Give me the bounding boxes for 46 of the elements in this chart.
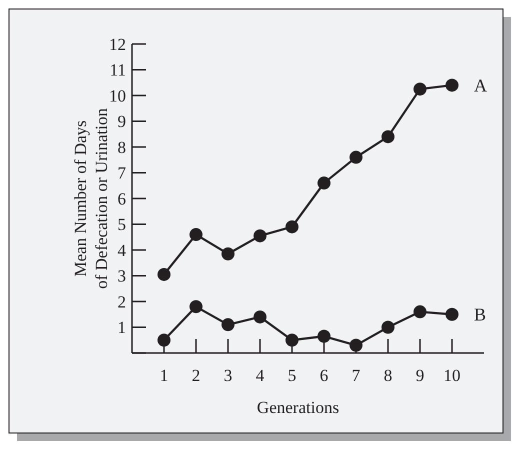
point — [414, 82, 426, 96]
y-tick-label: 10 — [109, 86, 126, 106]
x-tick-label: 4 — [256, 366, 265, 385]
point — [414, 305, 426, 318]
x-tick-label: 1 — [160, 366, 168, 385]
point — [222, 247, 234, 260]
x-tick-label: 9 — [416, 366, 424, 385]
x-tick-label: 8 — [384, 366, 392, 385]
x-tick-label: 5 — [288, 366, 296, 385]
y-tick-label: 9 — [118, 112, 126, 132]
y-tick-label: 6 — [118, 189, 126, 208]
y-tick-label: 11 — [110, 60, 126, 80]
x-tick-label: 7 — [352, 366, 361, 385]
point — [382, 130, 394, 144]
x-axis-title: Generations — [256, 398, 340, 417]
y-tick-label: 5 — [118, 215, 126, 234]
y-tick-label: 4 — [118, 240, 126, 260]
point — [158, 268, 170, 281]
point — [446, 308, 458, 321]
point — [446, 78, 458, 92]
x-tick-label: 2 — [192, 366, 200, 385]
series-label: B — [474, 304, 486, 325]
point — [350, 150, 362, 164]
point — [318, 330, 330, 343]
point — [222, 318, 234, 332]
series-label: A — [474, 76, 487, 96]
point — [286, 220, 298, 234]
x-tick-label: 3 — [224, 366, 232, 385]
point — [254, 229, 266, 242]
point — [286, 334, 298, 347]
point — [190, 228, 202, 242]
y-tick-label: 1 — [118, 318, 126, 338]
x-tick-label: 6 — [320, 366, 328, 385]
point — [318, 176, 330, 190]
point — [382, 320, 394, 334]
y-tick-label: 7 — [118, 164, 126, 183]
y-axis-title: Mean Number of Days of Defecation or Urination — [71, 108, 111, 289]
y-tick-label: 12 — [109, 34, 126, 54]
point — [350, 338, 362, 352]
y-tick-label: 2 — [118, 292, 126, 312]
point — [190, 300, 202, 314]
y-tick-label: 8 — [118, 138, 126, 157]
x-tick-label: 10 — [444, 366, 460, 385]
y-tick-label: 3 — [118, 266, 126, 286]
point — [254, 310, 266, 324]
point — [158, 334, 170, 347]
